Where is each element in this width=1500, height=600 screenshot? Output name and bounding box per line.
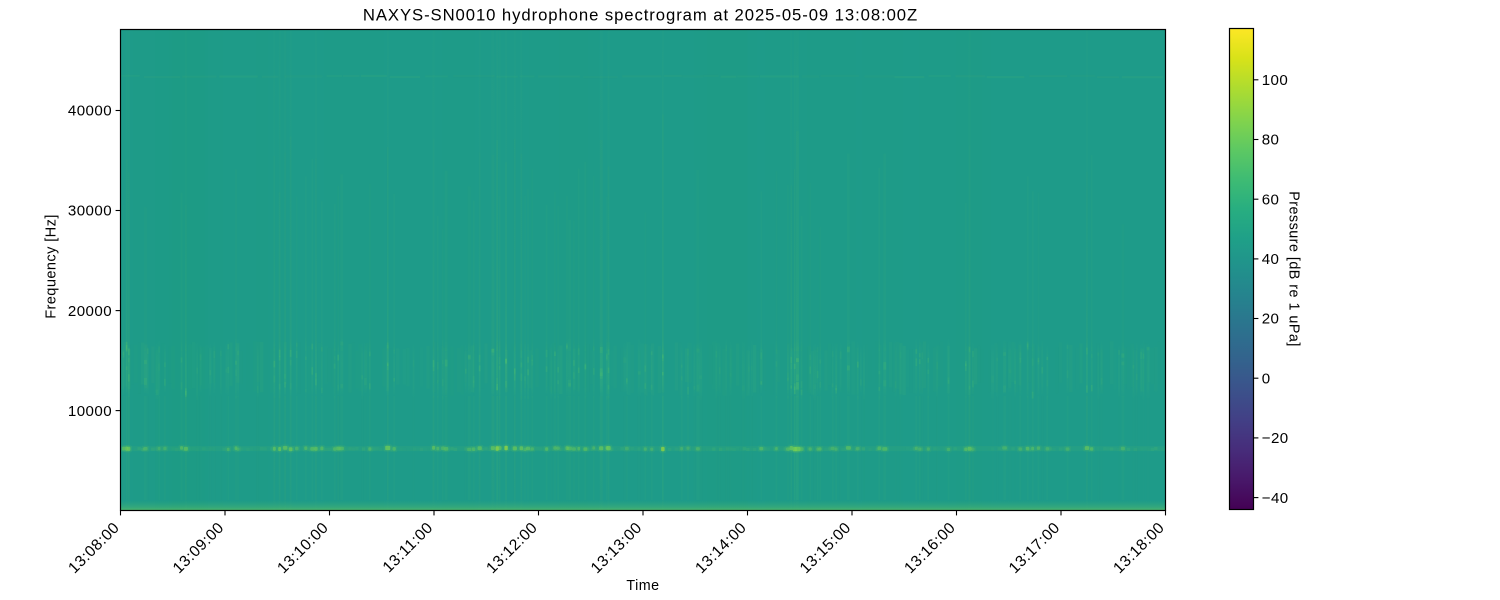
svg-text:13:15:00: 13:15:00 [797,519,855,577]
svg-text:13:18:00: 13:18:00 [1110,519,1168,577]
svg-text:80: 80 [1262,132,1280,149]
svg-text:Time: Time [626,578,659,594]
svg-text:10000: 10000 [68,403,112,420]
svg-text:60: 60 [1262,191,1280,208]
svg-text:13:12:00: 13:12:00 [483,519,541,577]
svg-text:13:08:00: 13:08:00 [65,519,123,577]
svg-text:30000: 30000 [68,203,112,220]
svg-text:Frequency [Hz]: Frequency [Hz] [44,214,60,319]
svg-text:13:14:00: 13:14:00 [692,519,750,577]
svg-text:0: 0 [1262,370,1271,387]
svg-text:13:09:00: 13:09:00 [170,519,228,577]
svg-text:13:13:00: 13:13:00 [588,519,646,577]
svg-text:−40: −40 [1262,490,1289,507]
svg-text:−20: −20 [1262,430,1289,447]
svg-text:13:17:00: 13:17:00 [1006,519,1064,577]
svg-text:20: 20 [1262,311,1280,328]
svg-text:Pressure [dB re 1 uPa]: Pressure [dB re 1 uPa] [1286,191,1302,347]
svg-text:40: 40 [1262,251,1280,268]
svg-text:20000: 20000 [68,303,112,320]
svg-text:13:11:00: 13:11:00 [380,519,437,576]
svg-text:13:10:00: 13:10:00 [274,519,332,577]
svg-text:13:16:00: 13:16:00 [901,519,959,577]
svg-text:100: 100 [1262,72,1289,89]
svg-text:40000: 40000 [68,103,112,120]
svg-text:NAXYS-SN0010 hydrophone spectr: NAXYS-SN0010 hydrophone spectrogram at 2… [363,6,918,25]
